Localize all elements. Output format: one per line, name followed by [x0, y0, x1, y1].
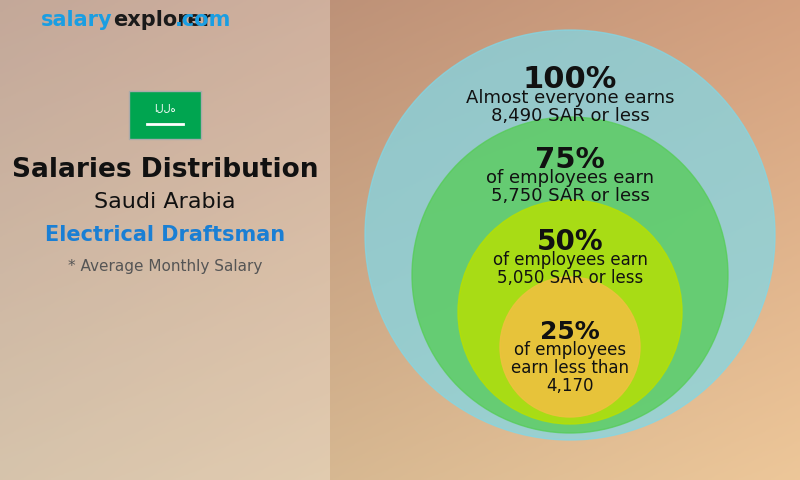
Text: of employees: of employees [514, 341, 626, 359]
Text: of employees earn: of employees earn [486, 169, 654, 187]
Text: الله: الله [154, 103, 176, 113]
Circle shape [365, 30, 775, 440]
Circle shape [458, 200, 682, 424]
Text: earn less than: earn less than [511, 359, 629, 377]
Text: .com: .com [175, 10, 231, 30]
Text: of employees earn: of employees earn [493, 251, 647, 269]
Text: 75%: 75% [535, 146, 605, 174]
Text: Salaries Distribution: Salaries Distribution [12, 157, 318, 183]
Text: Electrical Draftsman: Electrical Draftsman [45, 225, 285, 245]
Bar [129, 91, 201, 139]
Text: 8,490 SAR or less: 8,490 SAR or less [490, 107, 650, 125]
Text: 100%: 100% [523, 65, 617, 95]
Text: 4,170: 4,170 [546, 377, 594, 395]
Circle shape [412, 117, 728, 433]
Text: salary: salary [42, 10, 113, 30]
Text: * Average Monthly Salary: * Average Monthly Salary [68, 260, 262, 275]
Text: Saudi Arabia: Saudi Arabia [94, 192, 236, 212]
Text: 50%: 50% [537, 228, 603, 256]
Text: 5,750 SAR or less: 5,750 SAR or less [490, 187, 650, 205]
Text: 5,050 SAR or less: 5,050 SAR or less [497, 269, 643, 287]
Circle shape [500, 277, 640, 417]
Text: Almost everyone earns: Almost everyone earns [466, 89, 674, 107]
Text: 25%: 25% [540, 320, 600, 344]
Text: explorer: explorer [113, 10, 212, 30]
Bar [0, 0, 330, 480]
